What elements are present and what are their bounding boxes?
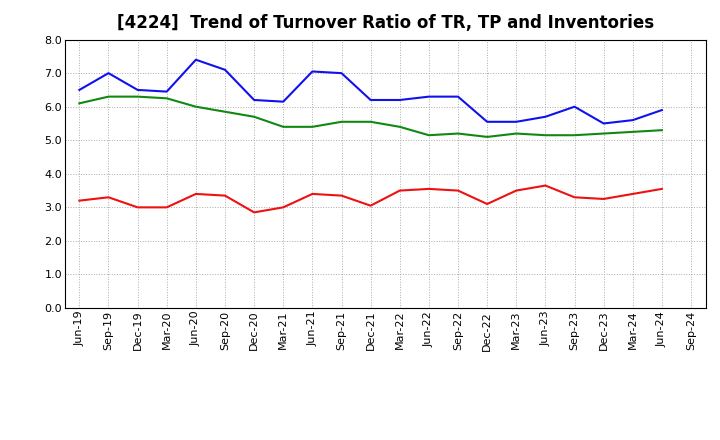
Trade Payables [599, 121, 608, 126]
Trade Payables [337, 70, 346, 76]
Trade Receivables [629, 191, 637, 197]
Trade Receivables [425, 186, 433, 191]
Trade Payables [75, 87, 84, 92]
Trade Receivables [104, 194, 113, 200]
Trade Receivables [599, 196, 608, 202]
Trade Receivables [657, 186, 666, 191]
Inventories [483, 134, 492, 139]
Line: Trade Payables: Trade Payables [79, 60, 662, 124]
Trade Receivables [279, 205, 287, 210]
Inventories [279, 124, 287, 129]
Trade Payables [220, 67, 229, 73]
Trade Payables [250, 97, 258, 103]
Line: Inventories: Inventories [79, 97, 662, 137]
Trade Receivables [570, 194, 579, 200]
Inventories [220, 109, 229, 114]
Trade Payables [279, 99, 287, 104]
Trade Payables [366, 97, 375, 103]
Trade Receivables [366, 203, 375, 208]
Inventories [395, 124, 404, 129]
Inventories [599, 131, 608, 136]
Inventories [75, 101, 84, 106]
Title: [4224]  Trend of Turnover Ratio of TR, TP and Inventories: [4224] Trend of Turnover Ratio of TR, TP… [117, 15, 654, 33]
Trade Payables [425, 94, 433, 99]
Trade Receivables [163, 205, 171, 210]
Inventories [570, 132, 579, 138]
Trade Receivables [220, 193, 229, 198]
Trade Receivables [454, 188, 462, 193]
Trade Receivables [308, 191, 317, 197]
Inventories [541, 132, 550, 138]
Trade Receivables [133, 205, 142, 210]
Trade Receivables [483, 202, 492, 207]
Trade Payables [395, 97, 404, 103]
Trade Payables [192, 57, 200, 62]
Inventories [163, 95, 171, 101]
Trade Payables [629, 117, 637, 123]
Inventories [657, 128, 666, 133]
Inventories [337, 119, 346, 125]
Trade Payables [163, 89, 171, 94]
Inventories [629, 129, 637, 135]
Trade Payables [308, 69, 317, 74]
Inventories [425, 132, 433, 138]
Inventories [366, 119, 375, 125]
Trade Receivables [395, 188, 404, 193]
Trade Payables [133, 87, 142, 92]
Trade Receivables [337, 193, 346, 198]
Inventories [104, 94, 113, 99]
Trade Payables [104, 70, 113, 76]
Inventories [308, 124, 317, 129]
Inventories [454, 131, 462, 136]
Trade Receivables [192, 191, 200, 197]
Trade Receivables [250, 210, 258, 215]
Trade Receivables [75, 198, 84, 203]
Inventories [512, 131, 521, 136]
Legend: Trade Receivables, Trade Payables, Inventories: Trade Receivables, Trade Payables, Inven… [161, 435, 610, 440]
Trade Receivables [512, 188, 521, 193]
Trade Payables [657, 107, 666, 113]
Line: Trade Receivables: Trade Receivables [79, 186, 662, 213]
Trade Payables [512, 119, 521, 125]
Trade Payables [570, 104, 579, 109]
Trade Payables [541, 114, 550, 119]
Trade Payables [454, 94, 462, 99]
Inventories [250, 114, 258, 119]
Trade Receivables [541, 183, 550, 188]
Inventories [133, 94, 142, 99]
Trade Payables [483, 119, 492, 125]
Inventories [192, 104, 200, 109]
